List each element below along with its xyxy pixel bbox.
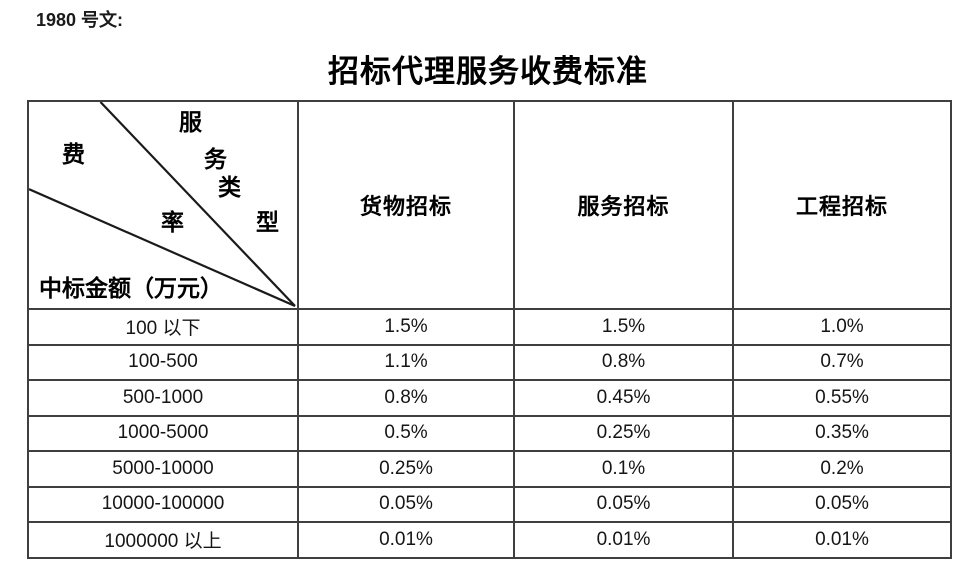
table-row: 1000000 以上 0.01% 0.01% 0.01%: [27, 521, 952, 559]
rate-cell: 0.25%: [513, 414, 734, 452]
amount-range-cell: 1000000 以上: [27, 521, 299, 559]
corner-header-cell: 服 费 务 类 率 型 中标金额（万元）: [27, 100, 299, 310]
rate-cell: 0.5%: [297, 414, 515, 452]
corner-label-service-type-char: 类: [218, 174, 241, 201]
table-row: 100-500 1.1% 0.8% 0.7%: [27, 343, 952, 381]
rate-cell: 0.01%: [513, 521, 734, 559]
amount-range-cell: 5000-10000: [27, 450, 299, 488]
table-row: 500-1000 0.8% 0.45% 0.55%: [27, 379, 952, 417]
table-row: 5000-10000 0.25% 0.1% 0.2%: [27, 450, 952, 488]
rate-cell: 1.5%: [513, 308, 734, 346]
rate-cell: 1.0%: [732, 308, 952, 346]
document-number: 1980 号文:: [36, 10, 124, 30]
rate-cell: 0.01%: [732, 521, 952, 559]
corner-label-rate-char: 费: [62, 141, 85, 168]
page-title: 招标代理服务收费标准: [328, 54, 648, 90]
table-header-row: 服 费 务 类 率 型 中标金额（万元） 货物招标 服务招标 工程招标: [27, 100, 952, 310]
rate-cell: 0.55%: [732, 379, 952, 417]
column-header-works: 工程招标: [732, 100, 952, 310]
rate-cell: 0.25%: [297, 450, 515, 488]
diagonal-divider-lines: [29, 102, 296, 308]
rate-cell: 0.05%: [513, 485, 734, 523]
rate-cell: 0.01%: [297, 521, 515, 559]
rate-cell: 0.2%: [732, 450, 952, 488]
amount-range-cell: 500-1000: [27, 379, 299, 417]
amount-range-cell: 100-500: [27, 343, 299, 381]
rate-cell: 1.1%: [297, 343, 515, 381]
amount-range-cell: 100 以下: [27, 308, 299, 346]
corner-label-rate-char: 率: [161, 209, 184, 236]
rate-cell: 0.05%: [732, 485, 952, 523]
amount-range-cell: 1000-5000: [27, 414, 299, 452]
fee-table: 服 费 务 类 率 型 中标金额（万元） 货物招标 服务招标 工程招标 100 …: [27, 100, 952, 559]
rate-cell: 0.7%: [732, 343, 952, 381]
amount-range-cell: 10000-100000: [27, 485, 299, 523]
rate-cell: 0.35%: [732, 414, 952, 452]
table-row: 1000-5000 0.5% 0.25% 0.35%: [27, 414, 952, 452]
rate-cell: 1.5%: [297, 308, 515, 346]
corner-label-service-type-char: 务: [204, 146, 227, 173]
corner-label-service-type-char: 服: [179, 109, 202, 136]
corner-label-service-type-char: 型: [256, 209, 279, 236]
rate-cell: 0.05%: [297, 485, 515, 523]
table-row: 10000-100000 0.05% 0.05% 0.05%: [27, 485, 952, 523]
row-axis-label: 中标金额（万元）: [39, 274, 223, 302]
column-header-services: 服务招标: [513, 100, 734, 310]
column-header-goods: 货物招标: [297, 100, 515, 310]
rate-cell: 0.45%: [513, 379, 734, 417]
rate-cell: 0.8%: [297, 379, 515, 417]
table-row: 100 以下 1.5% 1.5% 1.0%: [27, 308, 952, 346]
rate-cell: 0.1%: [513, 450, 734, 488]
rate-cell: 0.8%: [513, 343, 734, 381]
